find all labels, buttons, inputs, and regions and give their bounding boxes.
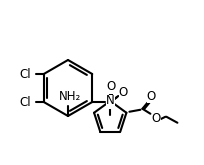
Text: O: O — [152, 112, 161, 125]
Text: Cl: Cl — [19, 67, 31, 81]
Text: O: O — [147, 90, 156, 103]
Text: O: O — [107, 81, 116, 94]
Text: N: N — [106, 95, 115, 108]
Text: S: S — [106, 96, 114, 109]
Text: O: O — [119, 85, 128, 99]
Text: Cl: Cl — [19, 96, 31, 109]
Text: NH₂: NH₂ — [59, 90, 81, 103]
